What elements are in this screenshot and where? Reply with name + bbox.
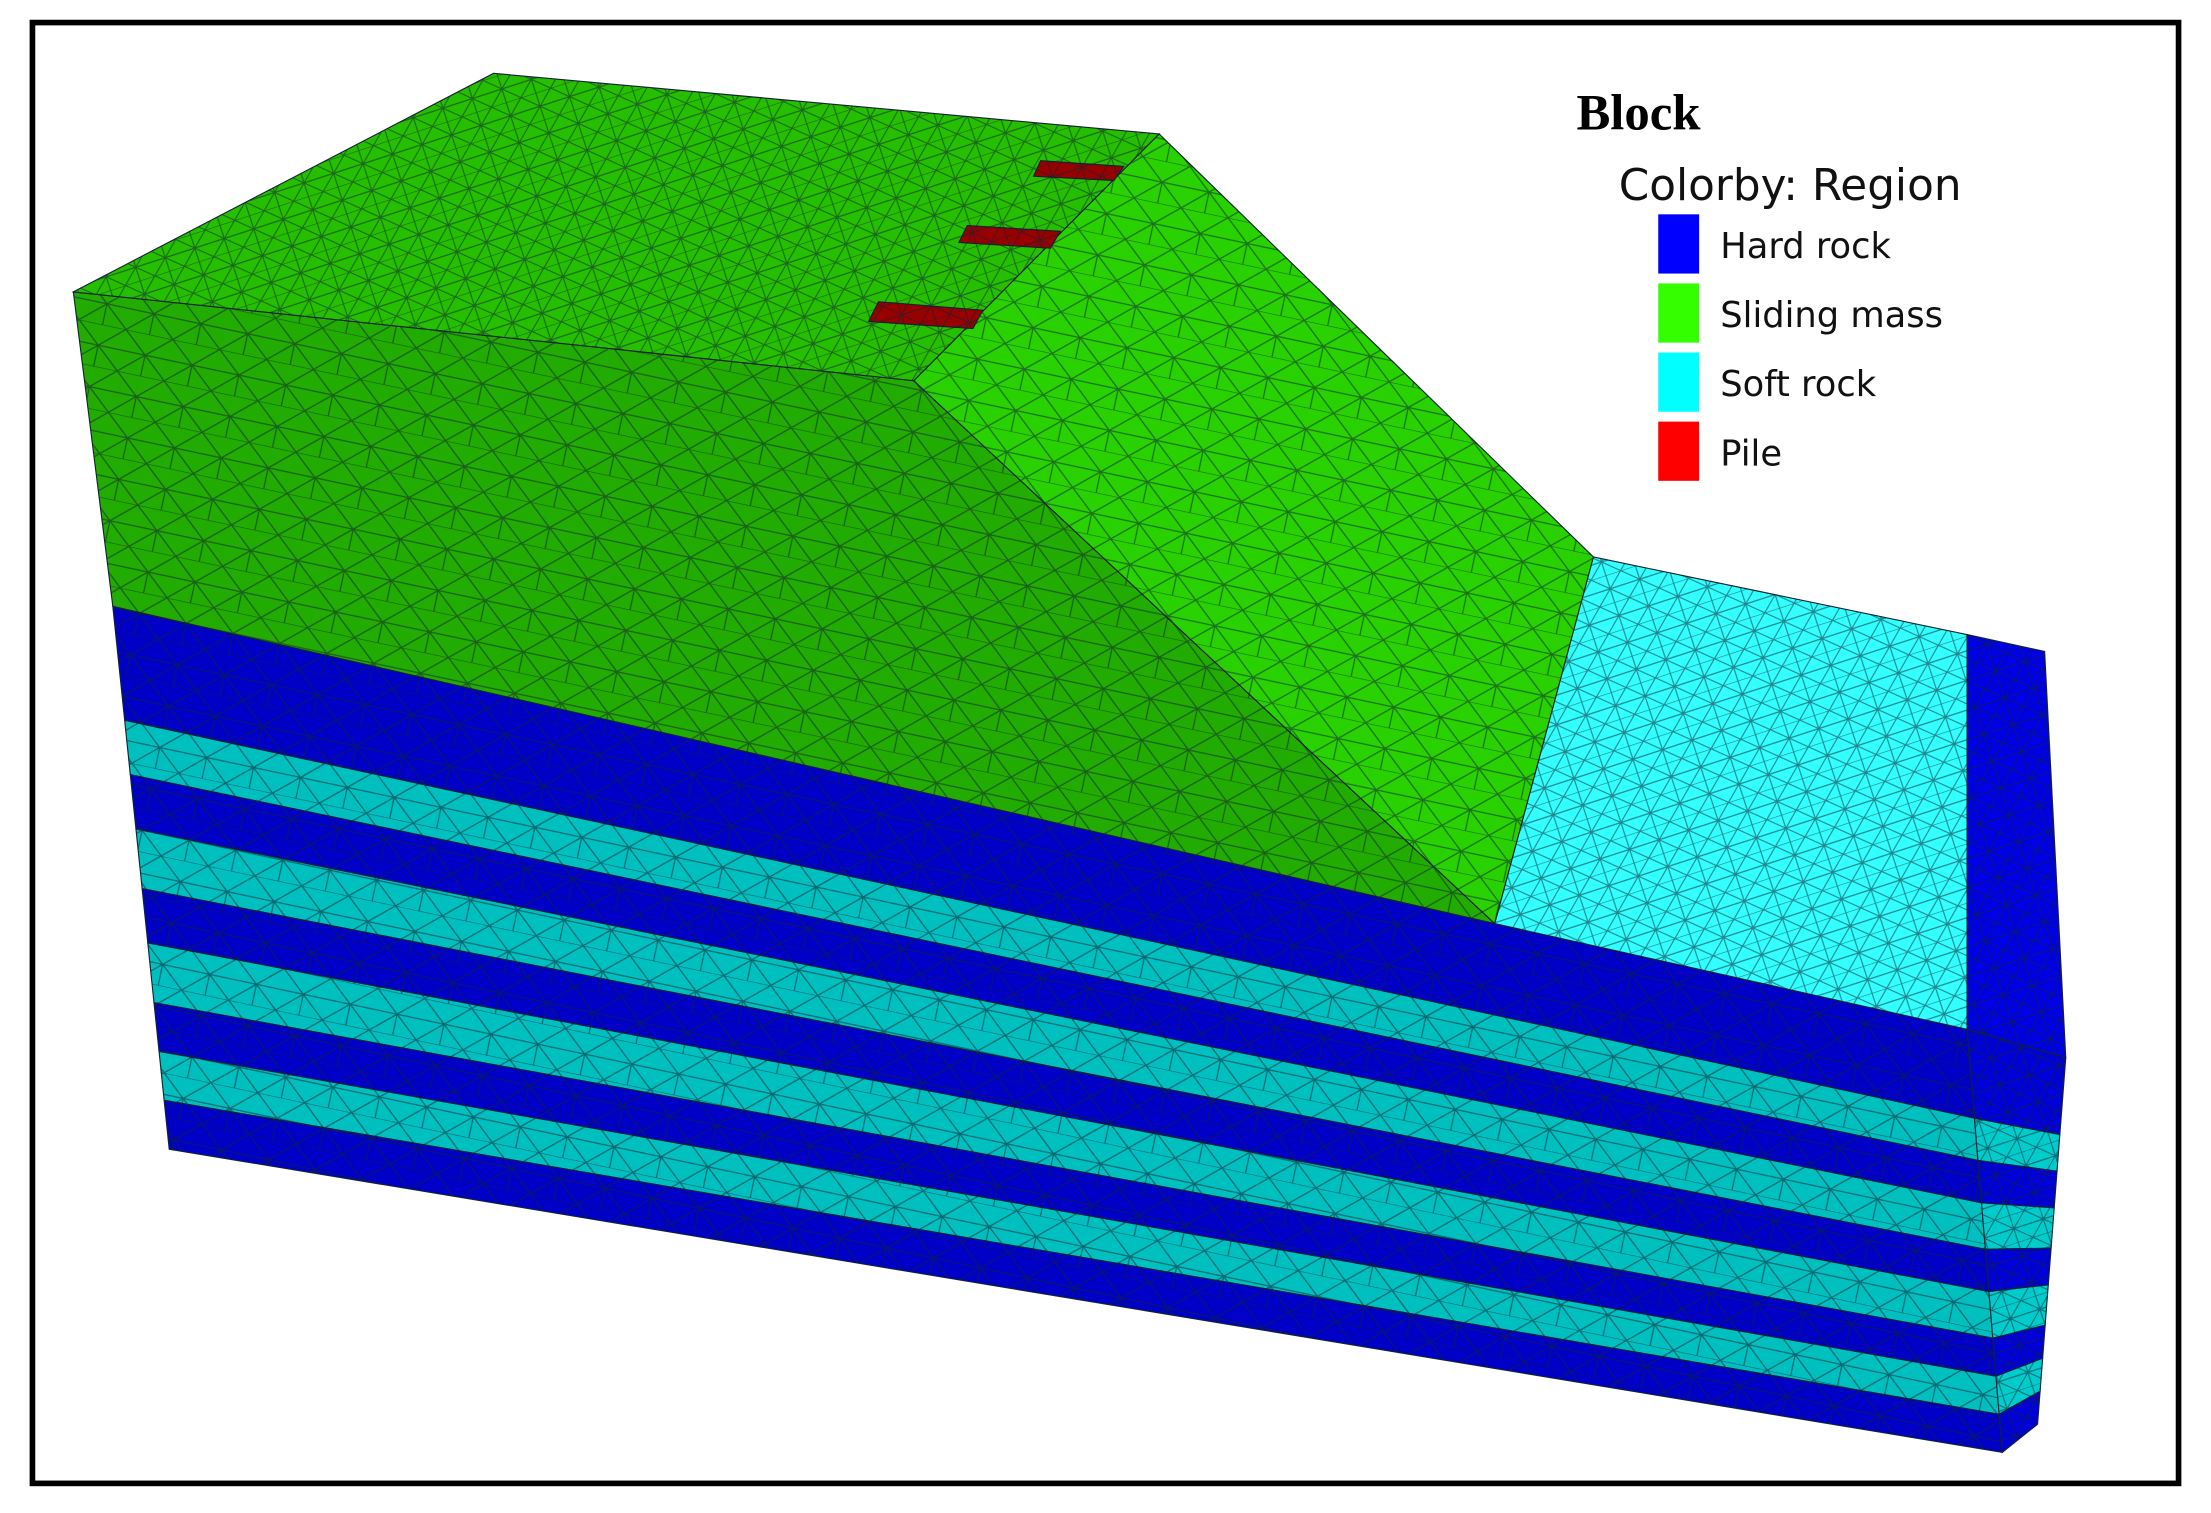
pile-mesh: [957, 225, 1062, 249]
legend-subtitle: Colorby: Region: [1619, 160, 1962, 211]
right-layer-mesh: [1998, 1390, 2041, 1454]
legend-title: Block: [1576, 85, 1701, 141]
slope-model: [71, 72, 2067, 1454]
legend-swatch: [1658, 283, 1700, 343]
legend: Hard rock Sliding mass Soft rock Pile: [1658, 214, 1943, 481]
pile-mesh: [1032, 160, 1125, 182]
legend-swatch: [1658, 352, 1700, 412]
pile-mesh: [867, 301, 984, 330]
frame: [29, 19, 2182, 1487]
legend-label: Soft rock: [1720, 364, 1876, 405]
legend-label: Pile: [1720, 433, 1782, 474]
right-layer-mesh: [1980, 1202, 2055, 1250]
legend-swatch: [1658, 421, 1700, 481]
legend-label: Sliding mass: [1720, 295, 1943, 336]
legend-label: Hard rock: [1720, 226, 1891, 267]
legend-swatch: [1658, 214, 1700, 274]
